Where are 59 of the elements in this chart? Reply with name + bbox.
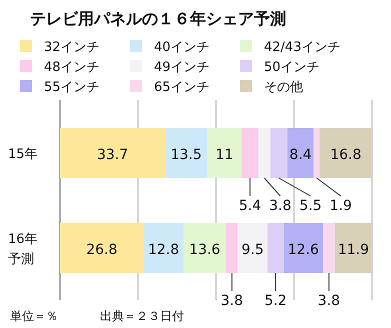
- bar: [287, 128, 314, 178]
- legend-label: 65インチ: [154, 80, 210, 95]
- legend-item: 40インチ: [130, 40, 210, 55]
- bar: [258, 128, 270, 178]
- legend-label: 50インチ: [264, 60, 320, 75]
- source-note: 出典＝２３日付: [100, 309, 184, 323]
- legend-label: 40インチ: [154, 40, 210, 55]
- data-label: 16.8: [330, 147, 362, 163]
- legend-label: 42/43インチ: [264, 40, 340, 55]
- legend-label: 55インチ: [44, 80, 100, 95]
- legend-item: 49インチ: [130, 60, 210, 75]
- bar: [226, 223, 238, 273]
- data-label: 5.5: [299, 198, 322, 214]
- bar: [267, 223, 284, 273]
- legend-label: 32インチ: [44, 40, 100, 55]
- legend-label: 48インチ: [44, 60, 100, 75]
- data-label: 3.8: [220, 293, 244, 309]
- legend-item: 55インチ: [20, 80, 100, 95]
- bar: [184, 223, 226, 273]
- data-label: 11: [216, 147, 234, 163]
- bar: [165, 128, 208, 178]
- chart-title: テレビ用パネルの１６年シェア予測: [30, 9, 286, 28]
- legend-label: その他: [264, 80, 303, 95]
- legend-label: 49インチ: [154, 60, 210, 75]
- data-label: 13.6: [189, 242, 220, 258]
- data-label: 9.5: [242, 242, 264, 258]
- bar: [284, 223, 324, 273]
- data-label: 3.8: [269, 198, 292, 214]
- bar: [60, 223, 144, 273]
- data-label: 33.7: [96, 147, 128, 163]
- data-label: 11.9: [338, 242, 370, 258]
- bar: [242, 128, 258, 178]
- data-label: 1.9: [330, 198, 352, 214]
- legend-item: その他: [240, 80, 303, 95]
- bar: [314, 128, 320, 178]
- data-label: 26.8: [86, 242, 118, 258]
- data-label: 5.4: [238, 198, 262, 214]
- data-label: 13.5: [170, 147, 202, 163]
- legend-item: 48インチ: [20, 60, 100, 75]
- legend-item: 42/43インチ: [240, 40, 340, 55]
- bar: [144, 223, 184, 273]
- data-label: 3.8: [318, 293, 340, 309]
- legend-item: 65インチ: [130, 80, 210, 95]
- data-label: 12.6: [288, 242, 320, 258]
- bar: [270, 128, 288, 178]
- data-label: 12.8: [148, 242, 180, 258]
- bar: [320, 128, 372, 178]
- bar: [334, 223, 372, 273]
- bar: [238, 223, 268, 273]
- legend-item: 32インチ: [20, 40, 100, 55]
- text: 単位＝％: [10, 309, 58, 323]
- y-tick-label: 16年予測: [8, 232, 38, 267]
- y-tick-label: 15年: [8, 147, 38, 162]
- bar: [323, 223, 335, 273]
- bar: [60, 128, 166, 178]
- data-label: 5.2: [264, 293, 287, 309]
- bar: [207, 128, 242, 178]
- data-label: 8.4: [289, 147, 312, 163]
- legend-item: 50インチ: [240, 60, 320, 75]
